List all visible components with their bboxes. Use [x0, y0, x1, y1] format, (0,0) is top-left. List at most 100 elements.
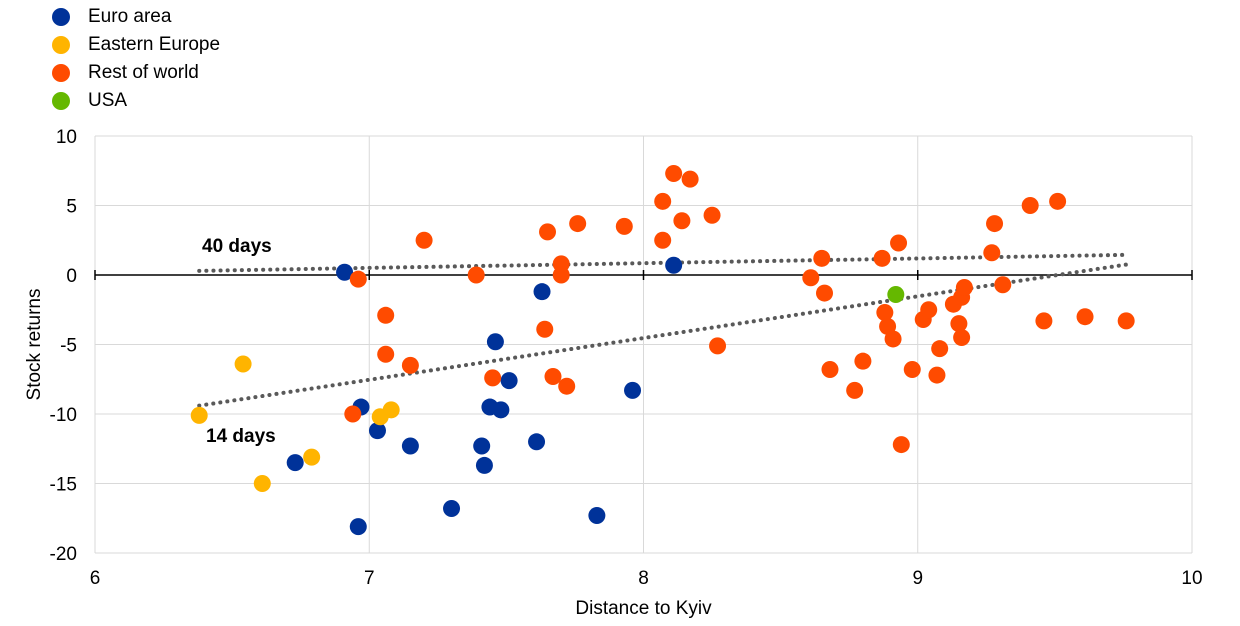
axes	[94, 270, 1193, 280]
point-rest-of-world	[552, 266, 570, 284]
legend-item-rest-of-world: Rest of world	[52, 59, 220, 87]
point-rest-of-world	[816, 284, 834, 302]
point-rest-of-world	[953, 329, 971, 347]
legend-item-euro-area: Euro area	[52, 3, 220, 31]
point-rest-of-world	[890, 234, 908, 252]
point-rest-of-world	[928, 366, 946, 384]
y-tick-label: -10	[50, 405, 77, 426]
point-rest-of-world	[673, 212, 691, 230]
point-rest-of-world	[467, 266, 485, 284]
point-rest-of-world	[1021, 197, 1039, 214]
point-rest-of-world	[950, 315, 968, 333]
point-eastern-europe	[382, 401, 400, 419]
point-rest-of-world	[873, 249, 891, 267]
point-euro-area	[286, 454, 304, 472]
point-rest-of-world	[401, 356, 419, 374]
legend-item-eastern-europe: Eastern Europe	[52, 31, 220, 59]
y-tick-label: 0	[66, 266, 77, 287]
legend-label-euro-area: Euro area	[88, 6, 172, 27]
legend-item-usa: USA	[52, 87, 220, 115]
point-rest-of-world	[986, 215, 1004, 233]
x-tick-label: 7	[364, 568, 375, 589]
y-tick-label: 10	[56, 127, 77, 148]
legend-swatch-rest-of-world	[52, 64, 70, 82]
point-usa	[887, 285, 905, 303]
point-rest-of-world	[1049, 192, 1067, 210]
point-rest-of-world	[821, 361, 839, 379]
grid-lines	[94, 135, 1193, 554]
point-euro-area	[665, 256, 683, 274]
legend-label-eastern-europe: Eastern Europe	[88, 34, 221, 55]
point-euro-area	[486, 333, 504, 351]
point-euro-area	[336, 263, 354, 281]
trendline-label-40-days: 40 days	[202, 236, 272, 257]
point-rest-of-world	[349, 270, 367, 288]
point-rest-of-world	[536, 320, 554, 338]
x-tick-label: 9	[912, 568, 923, 589]
point-rest-of-world	[654, 231, 672, 249]
legend-label-usa: USA	[88, 90, 128, 111]
point-rest-of-world	[544, 367, 562, 385]
point-rest-of-world	[681, 170, 699, 188]
trendline-1	[197, 262, 1129, 408]
point-rest-of-world	[931, 340, 949, 358]
legend-swatch-eastern-europe	[52, 36, 70, 54]
point-euro-area	[443, 500, 461, 518]
point-rest-of-world	[955, 279, 973, 297]
point-rest-of-world	[703, 206, 721, 224]
x-tick-label: 8	[638, 568, 649, 589]
point-rest-of-world	[983, 244, 1001, 262]
point-rest-of-world	[920, 301, 938, 319]
trendline-label-14-days: 14 days	[206, 426, 276, 447]
point-rest-of-world	[802, 269, 820, 287]
point-rest-of-world	[665, 165, 683, 183]
point-euro-area	[533, 283, 551, 301]
legend-swatch-euro-area	[52, 8, 70, 26]
legend-label-rest-of-world: Rest of world	[88, 62, 199, 83]
y-tick-label: -20	[50, 544, 77, 565]
point-rest-of-world	[903, 361, 921, 379]
trendline-0	[197, 252, 1129, 273]
point-euro-area	[492, 401, 510, 419]
point-eastern-europe	[253, 475, 271, 492]
point-rest-of-world	[344, 405, 362, 423]
point-rest-of-world	[484, 369, 502, 387]
legend-swatch-usa	[52, 92, 70, 110]
axis-labels: 10 5 0 -5 -10 -15 -20 6 7 8 9 10	[50, 127, 1203, 589]
point-euro-area	[624, 381, 642, 399]
x-axis-title: Distance to Kyiv	[575, 598, 712, 619]
point-rest-of-world	[1117, 312, 1135, 330]
point-rest-of-world	[377, 306, 395, 324]
point-euro-area	[475, 456, 493, 474]
point-euro-area	[401, 437, 419, 455]
point-rest-of-world	[846, 381, 864, 399]
point-rest-of-world	[377, 345, 395, 363]
point-rest-of-world	[654, 192, 672, 210]
point-rest-of-world	[569, 215, 587, 233]
point-rest-of-world	[539, 223, 557, 241]
point-euro-area	[349, 518, 367, 536]
point-rest-of-world	[558, 377, 576, 395]
point-rest-of-world	[415, 231, 433, 249]
y-axis-title: Stock returns	[24, 289, 45, 401]
point-rest-of-world	[813, 249, 831, 267]
point-rest-of-world	[854, 352, 872, 370]
point-rest-of-world	[884, 330, 902, 348]
point-euro-area	[500, 372, 518, 390]
point-rest-of-world	[1035, 312, 1053, 330]
data-points	[190, 165, 1135, 536]
point-euro-area	[528, 433, 546, 451]
point-rest-of-world	[892, 436, 910, 454]
x-tick-label: 6	[90, 568, 101, 589]
chart-legend: Euro area Eastern Europe Rest of world U…	[52, 3, 220, 115]
point-eastern-europe	[190, 406, 208, 424]
point-euro-area	[473, 437, 491, 455]
point-rest-of-world	[1076, 308, 1094, 326]
point-euro-area	[588, 506, 606, 524]
y-tick-label: 5	[66, 197, 77, 218]
point-rest-of-world	[615, 217, 633, 235]
point-rest-of-world	[994, 276, 1012, 294]
y-tick-label: -15	[50, 475, 77, 496]
point-rest-of-world	[709, 337, 727, 355]
